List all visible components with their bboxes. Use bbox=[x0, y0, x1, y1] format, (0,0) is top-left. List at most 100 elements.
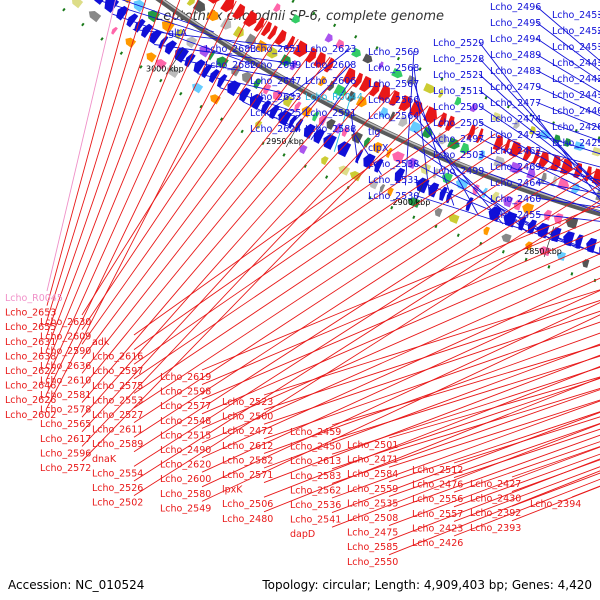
leader-line bbox=[404, 50, 415, 186]
reverse-gene-arrow bbox=[243, 10, 258, 27]
leader-line bbox=[388, 399, 600, 468]
outer-cog-block bbox=[407, 197, 421, 208]
leader-line bbox=[331, 344, 600, 426]
forward-gene-label: Lcho_2511 bbox=[433, 86, 484, 97]
reverse-gene-arrow bbox=[305, 47, 317, 63]
reverse-gene-label: Lcho_2602 bbox=[5, 410, 56, 421]
leader-line bbox=[46, 0, 181, 350]
reverse-gene-label: Lcho_2536 bbox=[290, 500, 341, 511]
reverse-gene-arrow bbox=[342, 67, 356, 84]
reverse-gene-label: dnaK bbox=[92, 454, 117, 465]
reverse-gene-label: Lcho_2620 bbox=[160, 460, 211, 471]
reverse-cog-block bbox=[266, 46, 278, 59]
leader-line bbox=[310, 79, 352, 141]
forward-gene-arrow bbox=[294, 118, 304, 133]
forward-gene-arrow bbox=[439, 186, 448, 202]
leader-line bbox=[81, 20, 268, 316]
inner-cog-block bbox=[469, 103, 477, 113]
outer-cog-block bbox=[369, 179, 379, 190]
reverse-gene-label: Lcho_2526 bbox=[92, 483, 143, 494]
reverse-gene-label: lpxK bbox=[222, 485, 243, 496]
leader-line bbox=[263, 300, 600, 411]
leader-line bbox=[388, 434, 600, 512]
inner-cog-block bbox=[591, 146, 600, 157]
leader-line bbox=[219, 87, 297, 113]
reverse-gene-label: Lcho_2450 bbox=[290, 442, 341, 453]
reverse-gene-arrow bbox=[358, 75, 372, 93]
leader-line bbox=[263, 289, 600, 396]
forward-cog-block bbox=[372, 141, 383, 154]
forward-gene-label: Lcho_2608 bbox=[305, 60, 356, 71]
genome-stats: Topology: circular; Length: 4,909,403 bp… bbox=[262, 578, 592, 592]
forward-gene-label: Lcho_2566 bbox=[368, 95, 419, 106]
reverse-gene-label: Lcho_2626 bbox=[5, 395, 56, 406]
forward-cog-block bbox=[301, 106, 313, 118]
forward-gene-label: Lcho_2483 bbox=[490, 66, 541, 77]
forward-cog-block bbox=[407, 157, 418, 170]
scale-label: 3000 kbp bbox=[146, 64, 184, 73]
forward-gene-label: Lcho_2455 bbox=[490, 210, 541, 221]
forward-gene-arrow bbox=[164, 40, 178, 55]
forward-gene-label: Lcho_2469 bbox=[490, 162, 541, 173]
forward-gene-label: Lcho_2453 bbox=[552, 10, 600, 21]
leader-line bbox=[81, 73, 363, 403]
leader-line bbox=[133, 184, 600, 482]
forward-gene-label: Lcho_2538 bbox=[368, 159, 419, 170]
reverse-gene-label: Lcho_2490 bbox=[160, 445, 211, 456]
leader-line bbox=[331, 411, 600, 514]
forward-gene-arrow bbox=[313, 128, 326, 144]
reverse-gene-arrow bbox=[369, 80, 381, 97]
forward-cog-block bbox=[491, 191, 500, 203]
leader-line bbox=[133, 126, 479, 365]
outer-cog-block bbox=[538, 246, 551, 257]
leader-line bbox=[478, 89, 600, 185]
reverse-cog-block bbox=[317, 75, 326, 87]
forward-gene-label: Lcho_2633 bbox=[250, 92, 301, 103]
reverse-gene-label: Lcho_2423 bbox=[412, 523, 463, 534]
forward-gene-label: Lcho_2624 bbox=[250, 124, 301, 135]
forward-cog-block bbox=[241, 71, 254, 84]
outer-cog-block bbox=[210, 94, 221, 105]
forward-gene-label: Lcho_2588 bbox=[305, 124, 356, 135]
leader-line bbox=[331, 377, 600, 470]
reverse-gene-label: Lcho_2585 bbox=[347, 542, 398, 553]
scale-tick bbox=[412, 178, 426, 209]
reverse-gene-arrow bbox=[559, 158, 573, 175]
forward-cog-block bbox=[147, 10, 160, 23]
leader-line bbox=[535, 5, 600, 62]
reverse-gene-label: Lcho_2426 bbox=[412, 538, 463, 549]
outer-cog-block bbox=[111, 26, 118, 35]
forward-gene-label: Lcho_2440 bbox=[552, 106, 600, 117]
leader-line bbox=[201, 216, 600, 386]
leader-line bbox=[350, 111, 359, 164]
reverse-gene-arrow bbox=[475, 128, 484, 144]
reverse-gene-label: adk bbox=[92, 337, 110, 348]
forward-gene-label: Lcho_2462 bbox=[490, 146, 541, 157]
forward-gene-label: Lcho_2494 bbox=[490, 34, 541, 45]
reverse-gene-label: Lcho_2616 bbox=[92, 352, 143, 363]
reverse-gene-label: Lcho_2562 bbox=[290, 485, 341, 496]
leader-line bbox=[263, 310, 600, 425]
leader-line bbox=[535, 21, 600, 72]
inner-cog-block bbox=[406, 75, 417, 85]
leader-line bbox=[478, 105, 600, 187]
reverse-gene-label: Lcho_2476 bbox=[412, 480, 463, 491]
leader-line bbox=[413, 130, 528, 233]
leader-line bbox=[453, 428, 600, 479]
forward-gene-label: Lcho_2591 bbox=[305, 108, 356, 119]
leader-line bbox=[46, 10, 253, 409]
outer-cog-block bbox=[125, 37, 137, 49]
leader-line bbox=[388, 470, 600, 556]
reverse-gene-label: Lcho_2571 bbox=[222, 470, 273, 481]
forward-gene-label: Lcho_2521 bbox=[433, 70, 484, 81]
gene-labels: gltA Lcho_2683 Lcho_2682 Lcho_2651 Lcho_2649… bbox=[5, 2, 600, 568]
leader-line bbox=[46, 0, 199, 365]
inner-cog-block bbox=[351, 47, 361, 58]
forward-gene-label: Lcho_2477 bbox=[490, 98, 541, 109]
forward-cog-block bbox=[175, 28, 185, 40]
outer-cog-block bbox=[379, 184, 386, 193]
scale-tick bbox=[543, 226, 555, 258]
reverse-cog-block bbox=[327, 80, 335, 91]
leader-line bbox=[197, 73, 297, 97]
